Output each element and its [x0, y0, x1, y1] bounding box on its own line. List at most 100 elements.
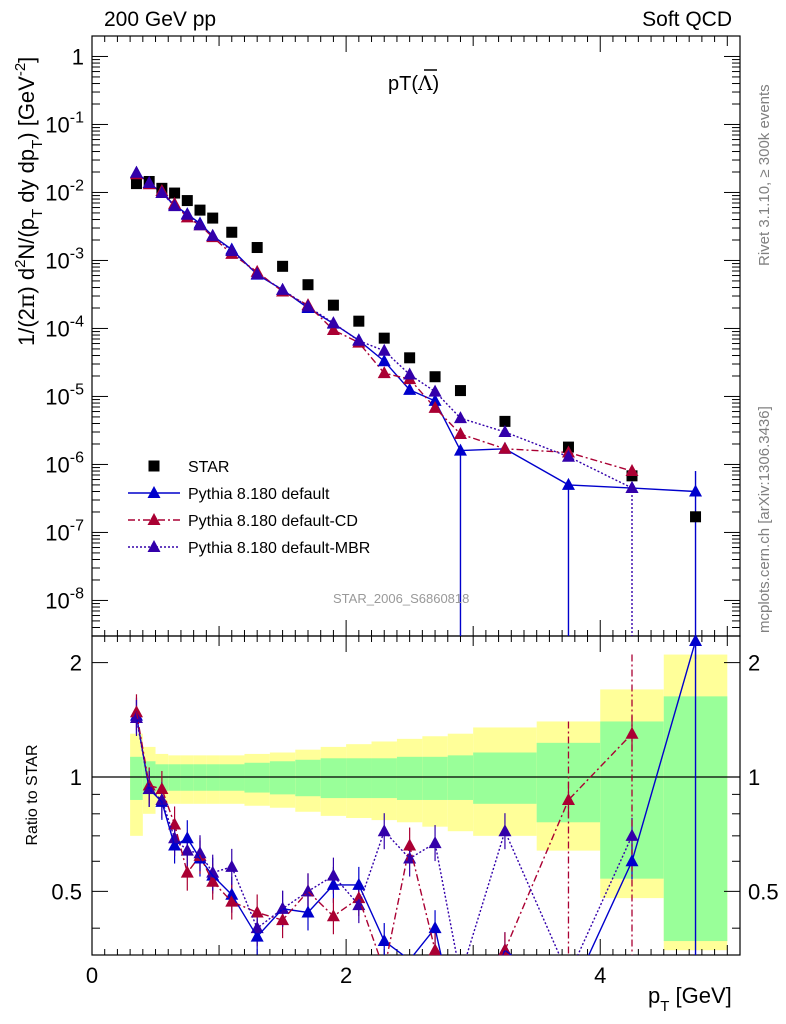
ratio-series-line — [135, 712, 633, 955]
ratio-y-tick-label: 0.5 — [748, 879, 779, 904]
data-point — [129, 165, 143, 178]
data-point — [277, 260, 289, 272]
data-point — [193, 846, 207, 859]
data-point — [403, 382, 417, 395]
y-tick-label: 10-5 — [45, 381, 84, 409]
y-axis-title-part: π — [15, 294, 40, 308]
legend: STAR Pythia 8.180 default Pythia 8.180 def… — [128, 454, 428, 564]
data-point — [429, 371, 441, 383]
band-inner — [473, 752, 537, 804]
data-point — [404, 352, 416, 364]
ratio-y-tick-label: 1 — [748, 765, 760, 790]
data-point — [226, 226, 238, 238]
data-point — [625, 828, 639, 841]
data-point — [147, 540, 161, 552]
legend-label: Pythia 8.180 default-CD — [188, 513, 358, 530]
data-point — [193, 218, 207, 231]
data-point — [194, 204, 206, 216]
data-point — [180, 207, 194, 220]
band-inner — [269, 761, 296, 795]
data-point — [225, 859, 239, 872]
y-axis-title-part: T — [29, 209, 46, 218]
data-point — [353, 315, 365, 327]
data-point — [689, 484, 703, 497]
data-point — [251, 242, 263, 254]
data-point — [155, 186, 169, 199]
y-tick-exponent: -1 — [70, 109, 84, 126]
data-point — [625, 464, 639, 477]
y-tick-label: 10-4 — [45, 313, 84, 341]
y-tick-exponent: -6 — [70, 449, 84, 466]
data-point — [168, 199, 182, 212]
data-point — [155, 781, 169, 794]
data-point — [454, 385, 466, 397]
data-point — [148, 460, 160, 472]
ratio-series-line — [135, 640, 697, 955]
band-inner — [396, 756, 423, 800]
legend-label: STAR — [188, 459, 229, 476]
y-tick-label: 1 — [72, 44, 84, 69]
data-point — [428, 400, 442, 413]
data-point — [206, 865, 220, 878]
data-point — [403, 838, 417, 851]
series-line — [136, 172, 696, 493]
legend-label: Pythia 8.180 default-MBR — [188, 540, 370, 557]
main-y-axis-title: 1/(2π) d2N/(pT dy dpT) [GeV-2] — [12, 57, 46, 346]
data-point — [453, 427, 467, 440]
data-point — [327, 299, 339, 311]
analysis-id-watermark: STAR_2006_S6860818 — [333, 591, 470, 606]
rivet-version-label: Rivet 3.1.10, ≥ 300k events — [756, 84, 773, 266]
series-lines — [136, 172, 696, 493]
data-point — [377, 824, 391, 837]
data-point — [561, 477, 575, 490]
data-point — [428, 393, 442, 406]
x-axis-title-part: [GeV] — [669, 983, 731, 1008]
data-point — [499, 415, 511, 427]
energy-label: 200 GeV pp — [104, 8, 217, 31]
band-inner — [130, 756, 143, 800]
chart-labels: 1 10-1 10-2 10-3 10-4 10-5 10-6 10-7 10-8 0 2 4 0.5 0… — [12, 44, 779, 1015]
data-point — [377, 366, 391, 379]
y-tick-exponent: -3 — [70, 245, 84, 262]
legend-label: Pythia 8.180 default — [188, 486, 330, 503]
ratio-uncertainty-bands — [130, 654, 728, 951]
data-point — [206, 874, 220, 887]
band-inner — [447, 755, 474, 800]
data-point — [276, 901, 290, 914]
data-point — [169, 187, 181, 199]
data-point — [498, 441, 512, 454]
y-axis-title-part: dy dp — [14, 149, 39, 209]
data-point — [326, 316, 340, 329]
data-point — [301, 299, 315, 312]
data-point — [250, 905, 264, 918]
band-inner — [295, 759, 321, 797]
plot-title-part: pT( — [388, 73, 418, 95]
axes — [91, 35, 741, 956]
data-point — [276, 282, 290, 295]
y-tick-label: 10-2 — [45, 177, 84, 205]
data-point — [181, 195, 193, 207]
data-point — [326, 909, 340, 922]
y-axis-title-part: ] — [14, 57, 39, 63]
ratio-y-axis-title: Ratio to STAR — [24, 744, 41, 845]
y-axis-title-part: N/(p — [14, 218, 39, 260]
x-tick-label: 2 — [340, 963, 352, 988]
data-point — [378, 332, 390, 344]
data-point — [428, 384, 442, 397]
ratio-series-line — [135, 717, 633, 955]
data-point — [326, 868, 340, 881]
band-inner — [422, 756, 448, 800]
y-tick-exponent: -5 — [70, 381, 84, 398]
data-point — [180, 843, 194, 856]
y-axis-title-part: -2 — [12, 63, 29, 76]
y-tick-exponent: -2 — [70, 177, 84, 194]
ratio-y-tick-label: 2 — [70, 651, 82, 676]
data-point — [352, 877, 366, 890]
y-tick-exponent: -7 — [70, 517, 84, 534]
ratio-y-tick-label: 1 — [70, 765, 82, 790]
data-point — [453, 411, 467, 424]
y-axis-title-part: ) d — [14, 268, 39, 294]
data-point — [453, 443, 467, 456]
data-point — [498, 425, 512, 438]
